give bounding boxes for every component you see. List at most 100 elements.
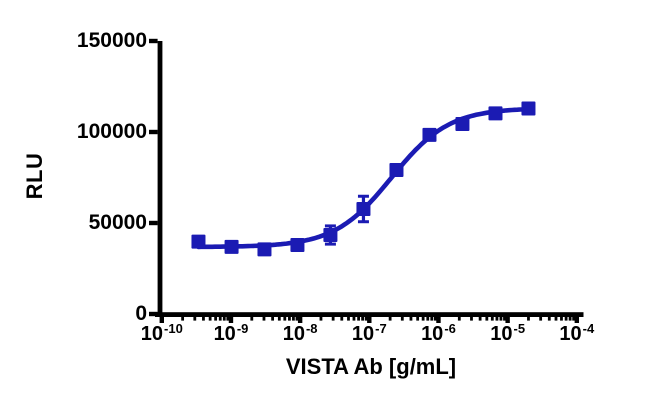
x-tick-label: 10-6 (403, 321, 473, 346)
x-tick-base: 10 (282, 323, 305, 345)
y-tick-label: 0 (135, 302, 147, 325)
x-axis-minor-tick (478, 317, 482, 321)
x-axis-minor-tick (426, 317, 430, 321)
data-point-marker (323, 228, 338, 243)
x-axis-minor-tick (250, 317, 254, 321)
x-axis-minor-tick (409, 317, 413, 321)
x-axis-minor-tick (347, 317, 350, 321)
y-axis-tick (149, 38, 158, 44)
x-axis-tick (159, 317, 164, 323)
x-axis-tick (297, 317, 303, 323)
data-point-marker (191, 234, 206, 249)
y-tick-label: 50000 (88, 211, 147, 234)
x-axis-minor-tick (400, 317, 404, 321)
x-axis-tick (574, 317, 580, 323)
data-point-marker (257, 242, 272, 257)
x-axis-minor-tick (485, 317, 489, 321)
x-axis-minor-tick (271, 317, 275, 321)
x-axis-minor-tick (181, 317, 185, 321)
x-axis-minor-tick (499, 317, 503, 321)
x-axis-minor-tick (193, 317, 197, 321)
x-axis-minor-tick (352, 317, 356, 321)
x-tick-label: 10-7 (334, 321, 404, 346)
x-axis-minor-tick (214, 317, 218, 321)
x-tick-base: 10 (421, 323, 444, 345)
x-axis-minor-tick (202, 317, 205, 321)
x-axis-minor-tick (554, 317, 558, 321)
x-tick-exponent: -10 (164, 321, 183, 336)
x-axis-minor-tick (288, 317, 291, 321)
x-axis-minor-tick (218, 317, 222, 321)
x-axis-minor-tick (527, 317, 530, 321)
x-tick-exponent: -8 (305, 321, 318, 336)
x-tick-label: 10-9 (196, 321, 266, 346)
data-point-marker (224, 239, 239, 254)
x-axis-minor-tick (457, 317, 461, 321)
x-tick-base: 10 (213, 323, 236, 345)
data-point-marker (422, 127, 437, 142)
data-point-marker (521, 101, 536, 116)
x-tick-base: 10 (140, 323, 164, 345)
x-tick-exponent: -9 (236, 321, 249, 336)
x-tick-base: 10 (351, 323, 375, 345)
x-axis-minor-tick (539, 317, 543, 321)
y-axis-tick (149, 129, 158, 135)
x-axis-minor-tick (208, 317, 212, 321)
x-tick-label: 10-5 (473, 321, 543, 346)
x-axis-minor-tick (547, 317, 551, 321)
x-axis-minor-tick (388, 317, 392, 321)
x-tick-base: 10 (490, 323, 513, 345)
x-axis-minor-tick (470, 317, 473, 321)
x-axis-tick (367, 317, 372, 323)
x-axis-minor-tick (295, 317, 299, 321)
data-point-marker (455, 116, 470, 131)
x-axis-minor-tick (340, 317, 344, 321)
x-axis-minor-tick (564, 317, 568, 321)
x-tick-label: 10-8 (265, 321, 335, 346)
x-axis-tick (505, 317, 510, 323)
x-axis-minor-tick (222, 317, 226, 321)
x-axis-minor-tick (226, 317, 230, 321)
x-axis-title: VISTA Ab [g/mL] (285, 354, 457, 379)
x-axis-minor-tick (560, 317, 563, 321)
x-tick-exponent: -5 (513, 321, 526, 336)
x-tick-exponent: -4 (582, 321, 595, 336)
x-axis-tick (228, 317, 234, 323)
data-point-marker (389, 163, 404, 178)
x-axis-minor-tick (361, 317, 365, 321)
data-point-marker (356, 201, 371, 216)
x-axis-minor-tick (421, 317, 425, 321)
x-axis-minor-tick (495, 317, 499, 321)
x-axis-minor-tick (490, 317, 494, 321)
x-axis-minor-tick (364, 317, 368, 321)
x-tick-label: 10-10 (127, 321, 197, 346)
y-axis-line (157, 41, 163, 317)
x-axis-minor-tick (262, 317, 266, 321)
y-tick-label: 150000 (76, 29, 147, 52)
x-axis-minor-tick (283, 317, 287, 321)
x-axis-minor-tick (277, 317, 281, 321)
data-point-marker (290, 238, 305, 253)
x-axis-line (155, 312, 584, 317)
fit-curve (196, 106, 531, 250)
x-axis-tick (436, 317, 441, 323)
x-axis-minor-tick (319, 317, 323, 321)
y-axis-tick (149, 220, 158, 226)
x-axis-minor-tick (331, 317, 335, 321)
x-axis-minor-tick (416, 317, 420, 321)
x-axis-minor-tick (568, 317, 572, 321)
x-axis-minor-tick (292, 317, 295, 321)
x-axis-minor-tick (357, 317, 360, 321)
y-axis-tick (149, 311, 158, 317)
x-tick-exponent: -7 (375, 321, 387, 336)
x-tick-base: 10 (559, 323, 582, 345)
x-tick-label: 10-4 (542, 321, 612, 346)
x-axis-minor-tick (430, 317, 434, 321)
y-tick-label: 100000 (76, 120, 147, 143)
x-axis-minor-tick (572, 317, 576, 321)
x-axis-minor-tick (433, 317, 437, 321)
x-tick-exponent: -6 (444, 321, 456, 336)
data-point-marker (488, 106, 503, 121)
